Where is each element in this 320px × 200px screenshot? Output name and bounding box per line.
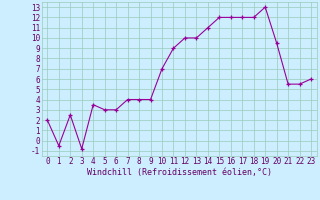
X-axis label: Windchill (Refroidissement éolien,°C): Windchill (Refroidissement éolien,°C) bbox=[87, 168, 272, 177]
